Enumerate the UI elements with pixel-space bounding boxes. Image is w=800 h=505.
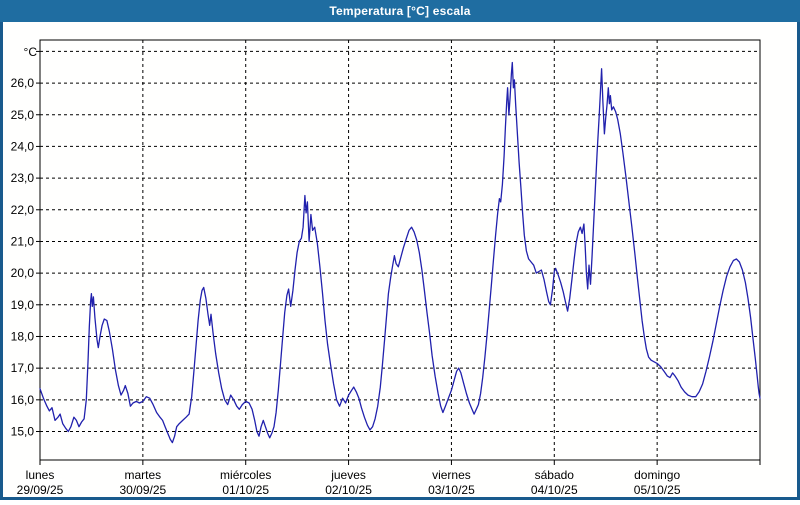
x-day-label: martes [125,468,162,482]
x-day-label: lunes [26,468,55,482]
x-date-label: 03/10/25 [428,483,475,497]
y-tick-label: 25,0 [11,108,35,122]
x-day-label: viernes [432,468,471,482]
y-tick-label: 26,0 [11,76,35,90]
y-axis-unit-label: °C [24,45,38,59]
window-title: Temperatura [°C] escala [329,4,471,18]
x-day-label: miércoles [220,468,271,482]
chart-area: 26,0 25,0 24,0 23,0 22,0 21,0 20,0 19,0 18,0 17,0… [0,22,800,500]
y-tick-label: 21,0 [11,234,35,248]
y-tick-label: 23,0 [11,171,35,185]
temperature-series-line [39,61,761,444]
x-day-label: jueves [330,468,366,482]
y-tick-label: 16,0 [11,393,35,407]
x-date-label: 05/10/25 [634,483,681,497]
x-date-label: 29/09/25 [17,483,64,497]
temperature-chart: 26,0 25,0 24,0 23,0 22,0 21,0 20,0 19,0 18,0 17,0… [11,39,761,497]
y-tick-label: 15,0 [11,424,35,438]
y-tick-label: 24,0 [11,139,35,153]
y-tick-label: 22,0 [11,203,35,217]
y-tick-label: 18,0 [11,329,35,343]
x-date-label: 30/09/25 [119,483,166,497]
window-titlebar: Temperatura [°C] escala [0,0,800,22]
y-tick-label: 17,0 [11,361,35,375]
x-day-label: domingo [634,468,680,482]
y-tick-label: 19,0 [11,298,35,312]
x-date-label: 04/10/25 [531,483,578,497]
x-date-label: 02/10/25 [325,483,372,497]
x-day-label: sábado [535,468,575,482]
x-date-label: 01/10/25 [222,483,269,497]
plot-border [39,39,761,461]
y-tick-label: 20,0 [11,266,35,280]
